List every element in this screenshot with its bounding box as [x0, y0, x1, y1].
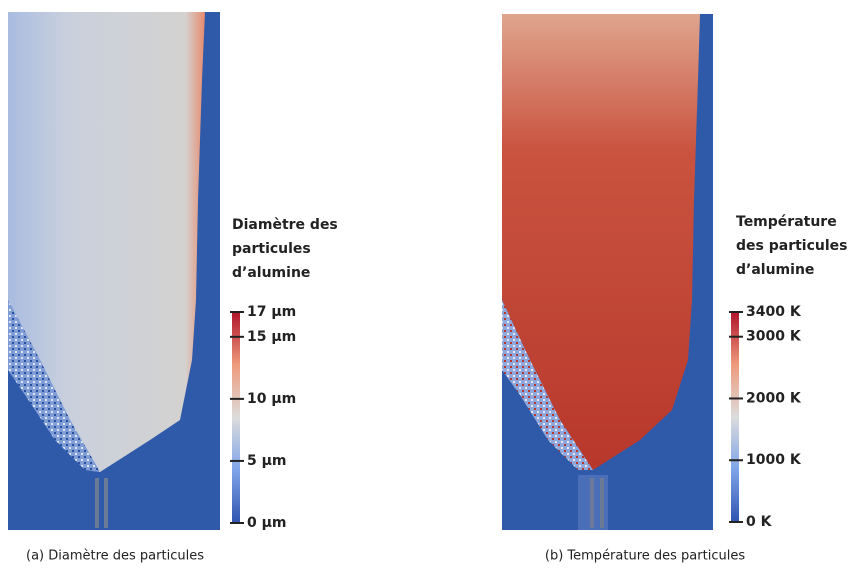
colorbar-title: Température: [736, 214, 837, 230]
colorbar-tick-label: 3400 K: [746, 304, 802, 320]
caption: (b) Température des particules: [545, 549, 745, 564]
colorbar-title: Diamètre des: [232, 217, 338, 233]
colorbar-tick-label: 2000 K: [746, 390, 802, 406]
colorbar-tick-label: 0 K: [746, 514, 773, 530]
colorbar-title: d’alumine: [232, 265, 310, 281]
simulation-a: [8, 12, 220, 530]
colorbar-title: d’alumine: [736, 262, 814, 278]
colorbar-tick-label: 17 µm: [247, 304, 296, 320]
colorbar-title: des particules: [736, 238, 847, 254]
colorbar-a: [232, 312, 240, 523]
colorbar-tick-label: 3000 K: [746, 329, 802, 345]
colorbar-b: [731, 312, 739, 522]
colorbar-title: particules: [232, 241, 311, 257]
colorbar-tick-label: 10 µm: [247, 391, 296, 407]
simulation-b: [502, 14, 713, 530]
colorbar-tick-label: 15 µm: [247, 329, 296, 345]
colorbar-tick-label: 0 µm: [247, 515, 287, 531]
colorbar-tick-label: 1000 K: [746, 452, 802, 468]
caption: (a) Diamètre des particules: [26, 549, 204, 564]
colorbar-tick-label: 5 µm: [247, 453, 287, 469]
